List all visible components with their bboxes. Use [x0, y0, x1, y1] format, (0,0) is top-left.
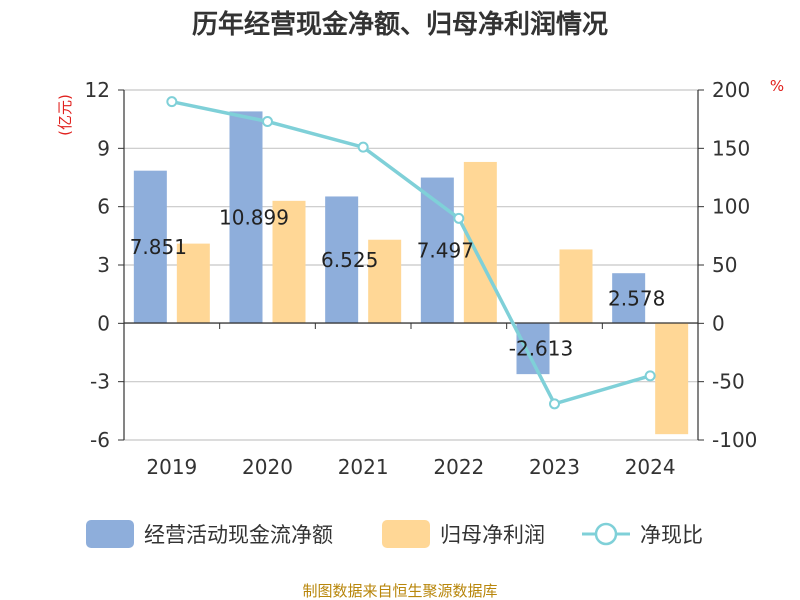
- y-left-tick-label: -6: [90, 428, 110, 452]
- y-right-tick-label: 50: [712, 253, 737, 277]
- net-cash-ratio-polyline: [171, 99, 651, 406]
- x-tick-label: 2024: [625, 455, 676, 479]
- chart-title: 历年经营现金净额、归母净利润情况: [192, 9, 608, 40]
- bar-operating-cash-flow: [133, 170, 167, 324]
- data-label: 7.497: [417, 238, 474, 262]
- net-cash-ratio-point: [644, 370, 656, 382]
- bar-operating-cash-flow: [325, 196, 359, 324]
- bar-net-profit: [368, 239, 402, 324]
- y-left-unit: (亿元): [56, 94, 74, 136]
- net-cash-ratio-point: [549, 398, 560, 410]
- data-label: 10.899: [219, 205, 289, 229]
- x-tick-label: 2019: [146, 455, 197, 479]
- net-cash-ratio-line: [166, 96, 656, 410]
- legend: 经营活动现金流净额 归母净利润 净现比: [86, 520, 703, 548]
- y-left-tick-label: -3: [90, 370, 110, 394]
- y-right-tick-label: 0: [712, 311, 725, 335]
- data-labels: 7.851 10.899 6.525 7.497 -2.613 2.578: [130, 205, 666, 360]
- bar-net-profit: [559, 249, 593, 324]
- y-right-unit: %: [770, 77, 784, 95]
- y-right-tick-label: -100: [712, 428, 757, 452]
- y-right-tick-label: 100: [712, 195, 750, 219]
- net-cash-ratio-point: [357, 141, 369, 153]
- y-left-tick-label: 6: [97, 195, 110, 219]
- y-right-tick-label: -50: [712, 370, 745, 394]
- bar-net-profit: [655, 323, 689, 435]
- y-left-tick-label: 12: [85, 78, 110, 102]
- source-note: 制图数据来自恒生聚源数据库: [302, 582, 497, 600]
- legend-label: 归母净利润: [440, 523, 545, 547]
- legend-swatch: [86, 520, 134, 548]
- y-left-tick-label: 0: [97, 311, 110, 335]
- legend-label: 净现比: [640, 523, 703, 547]
- data-label: -2.613: [509, 336, 573, 360]
- y-right-tick-label: 200: [712, 78, 750, 102]
- bar-operating-cash-flow: [229, 111, 263, 324]
- y-left-tick-label: 3: [97, 253, 110, 277]
- axes: -6 -3 0 3 6 9 12 -100 -50 0 50 100 150 200 2019 2020 202…: [85, 78, 758, 479]
- y-left-tick-label: 9: [97, 136, 110, 160]
- data-label: 6.525: [321, 248, 378, 272]
- bar-net-profit: [272, 200, 306, 324]
- x-tick-label: 2022: [433, 455, 484, 479]
- net-cash-ratio-point: [453, 212, 465, 224]
- legend-label: 经营活动现金流净额: [144, 523, 333, 547]
- data-label: 2.578: [608, 286, 665, 310]
- x-tick-label: 2021: [338, 455, 389, 479]
- y-right-tick-label: 150: [712, 136, 750, 160]
- legend-swatch: [382, 520, 430, 548]
- bar-net-profit: [176, 243, 210, 324]
- bar-operating-cash-flow: [612, 273, 646, 324]
- net-cash-ratio-point: [166, 96, 178, 108]
- legend-marker: [594, 522, 618, 546]
- bars: [133, 111, 689, 435]
- x-tick-label: 2023: [529, 455, 580, 479]
- net-cash-ratio-point: [262, 116, 273, 127]
- data-label: 7.851: [130, 235, 187, 259]
- x-tick-label: 2020: [242, 455, 293, 479]
- bar-net-profit: [463, 161, 497, 324]
